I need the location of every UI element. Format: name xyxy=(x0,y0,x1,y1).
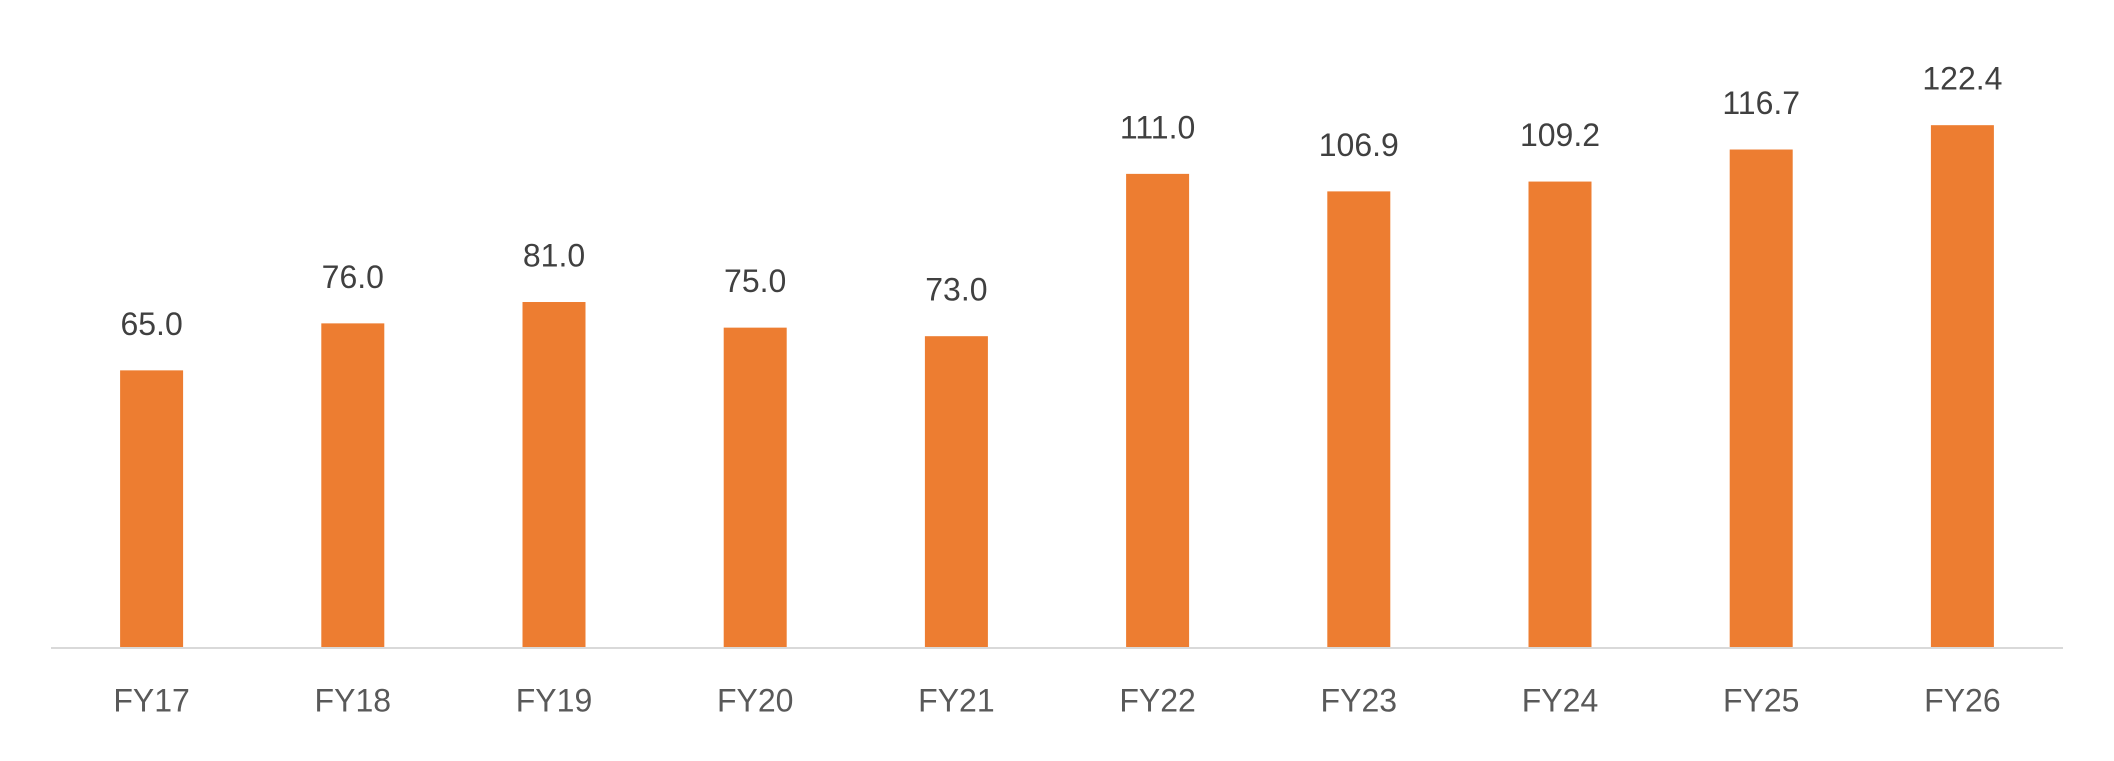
bar xyxy=(1729,149,1793,648)
x-tick-label: FY23 xyxy=(1321,682,1397,718)
x-tick-label: FY24 xyxy=(1522,682,1598,718)
value-label: 76.0 xyxy=(322,259,384,295)
x-tick-label: FY20 xyxy=(717,682,793,718)
value-label: 116.7 xyxy=(1722,85,1800,121)
value-label: 75.0 xyxy=(724,263,786,299)
x-tick-label: FY22 xyxy=(1119,682,1195,718)
bar xyxy=(1126,173,1190,648)
bar xyxy=(321,323,385,648)
value-label: 109.2 xyxy=(1520,117,1600,153)
bar xyxy=(924,336,988,648)
bar xyxy=(723,327,787,648)
x-tick-label: FY26 xyxy=(1924,682,2000,718)
bar xyxy=(1528,181,1592,648)
value-label: 65.0 xyxy=(120,306,182,342)
bar xyxy=(522,302,586,648)
x-tick-label: FY21 xyxy=(918,682,994,718)
value-label: 122.4 xyxy=(1922,61,2002,97)
bar xyxy=(1930,125,1994,649)
bar xyxy=(1327,191,1391,649)
value-label: 81.0 xyxy=(523,237,585,273)
x-tick-label: FY18 xyxy=(315,682,391,718)
x-tick-label: FY19 xyxy=(516,682,592,718)
value-label: 73.0 xyxy=(925,272,987,308)
x-tick-label: FY25 xyxy=(1723,682,1799,718)
value-label: 106.9 xyxy=(1319,127,1399,163)
bar xyxy=(120,370,184,648)
value-label: 111.0 xyxy=(1120,109,1195,145)
x-tick-label: FY17 xyxy=(113,682,189,718)
